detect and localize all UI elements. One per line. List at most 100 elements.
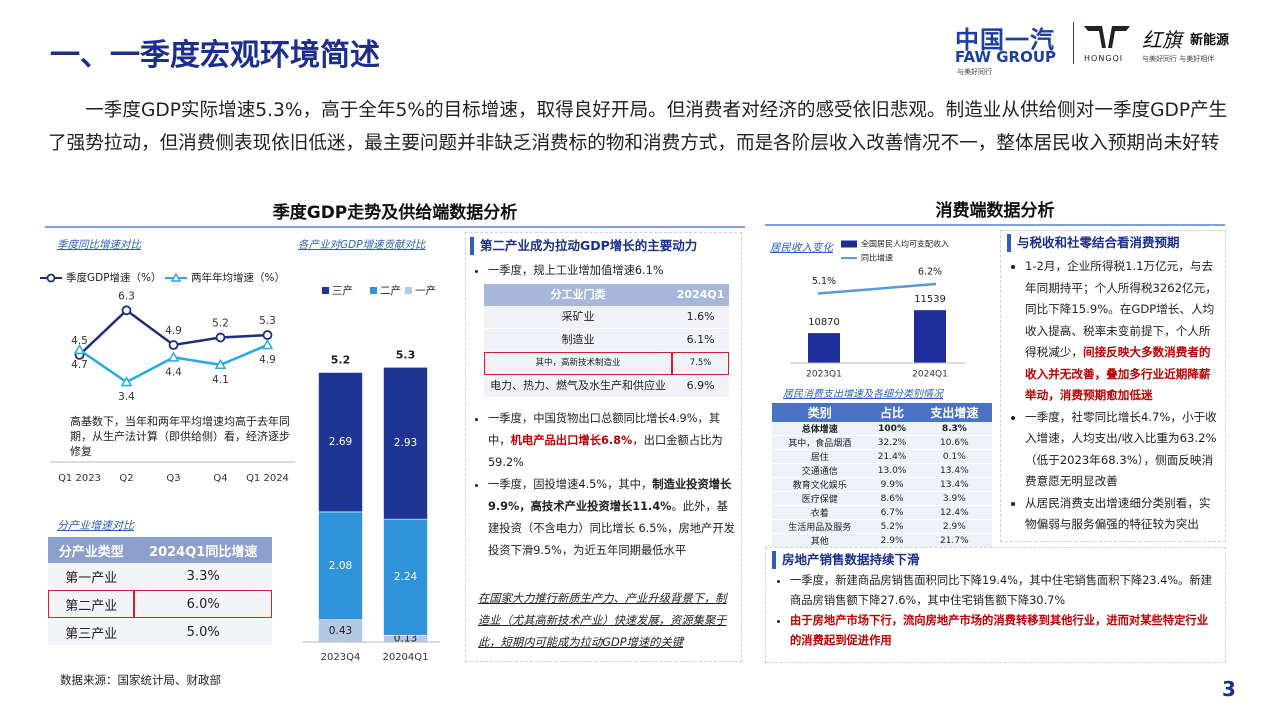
marker [73,343,86,355]
logo-motto: 与美好同行 [957,68,992,76]
bar-segment [383,518,428,636]
table-cell: 2.9% [867,533,917,548]
bullet-list: 一季度，中国货物出口总额同比增长4.9%，其中，机电产品出口增长6.8%，出口金… [470,408,735,562]
table-wrap: 类别 占比 支出增速 总体增速 100% 8.3% 其中，食品烟酒 32.2% 10.6% 居住 2… [772,403,992,548]
bullet: 由于房地产市场下行，流向房地产市场的消费转移到其他行业，进而对某些特定行业的消费… [790,611,1219,651]
brand-sub: 新能源 [1190,33,1230,48]
table-cell: 其中，食品烟酒 [772,435,868,450]
section-title: 消费端数据分析 [765,196,1225,226]
brand-en: HONGQI [1084,54,1124,63]
text-run: ，出口金额占比为59.2% [488,434,723,469]
x-tick-label: Q1 2023 [58,473,101,484]
table-cell: 10.6% [916,435,992,450]
section-title: 季度GDP走势及供给端数据分析 [45,198,745,228]
table-cell: 5.0% [134,618,272,647]
table-cell: 总体增速 [772,422,868,436]
legend-label: 二产 [380,284,401,297]
table-cell: 7.5% [672,351,729,375]
table-row: 生活用品及服务 5.2% 2.9% [772,519,992,534]
box-title: 房地产销售数据持续下滑 [772,551,1219,569]
data-label: 2.24 [394,571,418,583]
text-run: 一季度，规上工业增加值增速6.1% [488,264,664,277]
data-label: 2.08 [329,560,352,572]
data-label: 4.9 [259,354,276,366]
marker [120,376,133,387]
text-run: 制造业投资增长9.9%，高技术产业投资增长11.4% [488,478,732,513]
table-cell: 32.2% [867,435,917,450]
legend-label: 季度GDP增速（%） [66,271,162,284]
text-run: 。此外，基建投资（不含电力）同比增长 6.5%，房地产开发投资下滑9.5%，为近… [488,500,735,557]
total-label: 5.3 [396,348,416,361]
table-cell: 0.1% [916,449,992,464]
table-row: 居住 21.4% 0.1% [772,449,992,464]
table-row: 第二产业 6.0% [48,590,272,619]
data-label: 3.4 [118,391,135,403]
marker [167,351,180,362]
text-run: 机电产品出口增长6.8% [510,434,633,447]
table-header-row: 类别 占比 支出增速 [772,403,992,422]
marker [214,358,227,370]
bullet: 从居民消费支出增速细分类别看，实物偏弱与服务偏强的特征较为突出 [1025,493,1221,536]
table-row: 教育文化娱乐 9.9% 13.4% [772,477,992,492]
table-cell: 制造业 [484,328,673,352]
data-label: 4.5 [71,335,88,347]
text-run: 从居民消费支出增速细分类别看，实物偏弱与服务偏强的特征较为突出 [1025,495,1211,532]
table-cell: 9.9% [867,477,917,492]
bar [808,333,840,363]
left-note: 高基数下，当年和两年平均增速均高于去年同期，从生产法计算（即供给侧）看，经济逐步… [70,415,290,458]
data-label: 0.43 [329,625,352,637]
marker [261,338,274,350]
x-tick-label: 20204Q1 [382,652,428,663]
data-label: 2.69 [329,436,352,448]
legend-label: 全国居民人均可支配收入 [861,239,949,249]
table-cell: 第三产业 [48,618,135,647]
data-label: 4.9 [165,325,182,337]
table-row: 第三产业 5.0% [48,618,272,647]
table-row: 总体增速 100% 8.3% [772,422,992,436]
legend-label: 一产 [415,284,436,297]
x-tick-label: Q2 [119,473,133,484]
table-cell: 医疗保健 [772,491,868,506]
table-header-cell: 占比 [867,403,917,422]
data-label: 2.93 [394,437,417,449]
table-cell: 居住 [772,449,868,464]
chart-title: 季度同比增速对比 [57,239,142,251]
table-cell: 教育文化娱乐 [772,477,868,492]
legend-swatch [841,240,857,248]
table-row: 第一产业 3.3% [48,563,272,591]
bullet: 1-2月，企业所得税1.1万亿元，与去年同期持平；个人所得税3262亿元，同比下… [1025,256,1221,407]
table-cell: 6.0% [134,590,272,619]
chart-title: 居民收入变化 [770,242,834,254]
table-cell: 21.7% [916,533,992,548]
table-row: 采矿业 1.6% [484,306,729,329]
bar-segment [318,372,363,513]
table-cell: 交通通信 [772,463,868,478]
legend-swatch [405,287,412,294]
table-cell: 6.1% [672,328,729,352]
total-label: 5.2 [331,353,351,366]
table-row: 其中，食品烟酒 32.2% 10.6% [772,435,992,450]
conclusion: 在国家大力推行新质生产力、产业升级背景下，制造业（尤其高新技术产业）快速发展，资… [478,592,727,649]
table-header-cell: 分产业类型 [48,537,135,563]
data-label: 5.2 [212,318,229,330]
table-row: 衣着 6.7% 12.4% [772,505,992,520]
bullet-list: 1-2月，企业所得税1.1万亿元，与去年同期持平；个人所得税3262亿元，同比下… [1007,256,1221,536]
data-label: 5.1% [812,276,836,287]
table-wrap: 分工业门类 2024Q1 采矿业 1.6% 制造业 6.1% 其中，高新技术制造业 7.5% 电… [484,284,729,398]
legend-swatch [370,287,377,294]
table-cell: 第一产业 [48,563,135,591]
intro: 一季度GDP实际增速5.3%，高于全年5%的目标增速，取得良好开局。但消费者对经… [48,100,1228,154]
table-cell: 2.9% [916,519,992,534]
table-cell: 生活用品及服务 [772,519,868,534]
x-tick-label: 2023Q1 [806,370,842,380]
table-cell: 第二产业 [48,590,135,619]
x-tick-label: Q1 2024 [246,473,289,484]
table-header-cell: 支出增速 [916,403,992,422]
table-cell: 采矿业 [484,306,673,329]
table-row: 电力、热力、燃气及水生产和供应业 6.9% [484,374,729,398]
table-header-cell: 2024Q1 [672,284,729,306]
text-run: 由于房地产市场下行，流向房地产市场的消费转移到其他行业，进而对某些特定行业的消费… [790,614,1208,647]
table-header-row: 分产业类型 2024Q1同比增速 [48,537,272,563]
table-cell: 其中，高新技术制造业 [484,351,673,375]
